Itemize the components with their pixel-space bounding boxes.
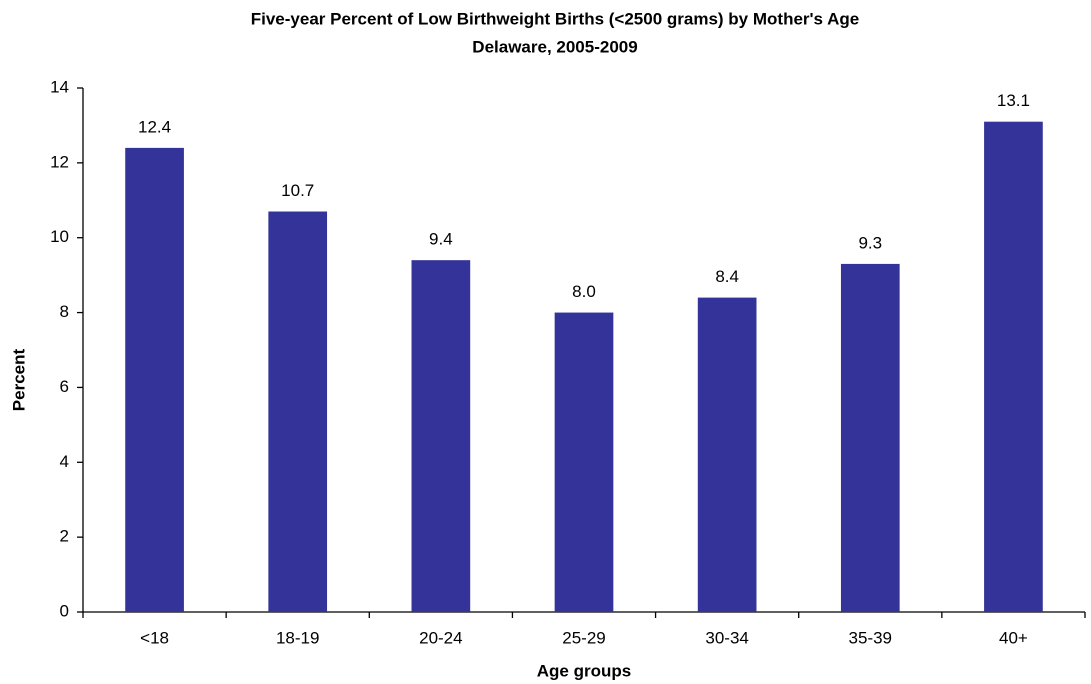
x-tick-label: 20-24 (419, 628, 462, 647)
data-label: 8.4 (715, 267, 739, 286)
bar (984, 121, 1043, 612)
y-tick-label: 8 (60, 302, 69, 321)
x-tick-label: 25-29 (562, 628, 605, 647)
x-tick-label: <18 (140, 628, 169, 647)
y-tick-label: 14 (50, 77, 69, 96)
x-tick-label: 30-34 (705, 628, 748, 647)
x-tick-label: 18-19 (276, 628, 319, 647)
data-label: 9.3 (858, 233, 882, 252)
data-label: 13.1 (997, 91, 1030, 110)
bar (697, 297, 757, 612)
y-tick-label: 10 (50, 227, 69, 246)
data-label: 9.4 (429, 230, 453, 249)
bar (411, 260, 471, 612)
y-tick-label: 0 (60, 601, 69, 620)
x-tick-label: 40+ (999, 628, 1028, 647)
data-label: 12.4 (138, 117, 171, 136)
chart-title: Five-year Percent of Low Birthweight Bir… (251, 9, 859, 28)
data-label: 8.0 (572, 282, 596, 301)
bar (125, 147, 184, 612)
x-axis-label: Age groups (537, 661, 631, 680)
data-label: 10.7 (281, 181, 314, 200)
chart-subtitle: Delaware, 2005-2009 (472, 37, 637, 56)
bar (840, 263, 900, 612)
y-tick-label: 12 (50, 152, 69, 171)
y-tick-label: 2 (60, 527, 69, 546)
y-axis-label: Percent (9, 348, 28, 411)
y-tick-label: 4 (60, 452, 69, 471)
bar (554, 312, 614, 612)
y-tick-label: 6 (60, 377, 69, 396)
bar (268, 211, 328, 612)
x-tick-label: 35-39 (849, 628, 892, 647)
